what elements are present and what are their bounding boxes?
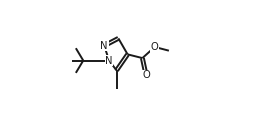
Text: N: N: [105, 56, 113, 66]
Text: O: O: [151, 42, 158, 52]
Text: N: N: [100, 41, 108, 51]
Text: O: O: [142, 70, 150, 80]
